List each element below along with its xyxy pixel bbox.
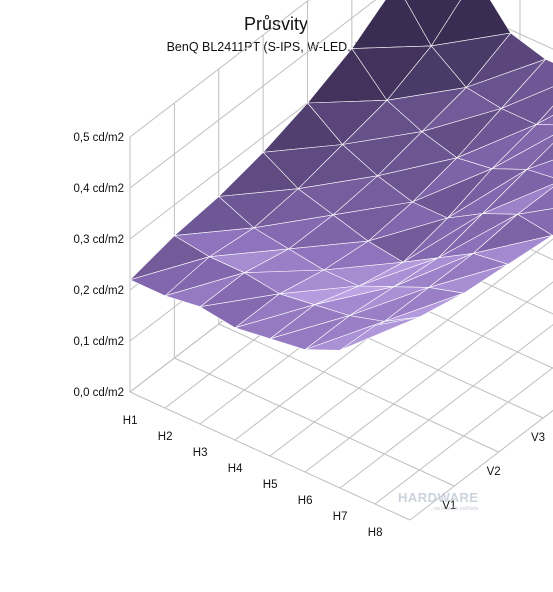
floor-gridline bbox=[409, 409, 553, 521]
chart-subtitle: BenQ BL2411PT (S-IPS, W-LED, 5 ms) bbox=[167, 40, 386, 54]
chart-title: Průsvity bbox=[244, 14, 308, 34]
watermark-tagline: ...na to světe počítače bbox=[430, 506, 479, 512]
surface-facet bbox=[535, 114, 553, 126]
surface-plot bbox=[129, 0, 553, 351]
h-tick-label: H1 bbox=[123, 415, 138, 427]
h-tick-label: H5 bbox=[263, 479, 278, 491]
v-tick-label: V3 bbox=[531, 432, 545, 444]
h-tick-label: H7 bbox=[333, 511, 348, 523]
h-tick-label: H4 bbox=[228, 463, 243, 475]
h-tick-label: H2 bbox=[158, 431, 173, 443]
h-tick-label: H6 bbox=[298, 495, 313, 507]
floor-gridline bbox=[174, 357, 455, 487]
z-gridline bbox=[129, 0, 443, 240]
z-tick-label: 0,4 cd/m2 bbox=[74, 183, 125, 195]
h-tick-label: H8 bbox=[368, 527, 383, 539]
h-axis-tick-labels: H1 H2 H3 H4 H5 H6 H7 H8 bbox=[123, 415, 383, 539]
v-tick-label: V2 bbox=[487, 466, 501, 478]
v-tick-label: V1 bbox=[442, 500, 456, 512]
v-axis-tick-labels: V1V2V3V4V5V6V7V8 bbox=[442, 432, 545, 512]
h-tick-label: H3 bbox=[193, 447, 208, 459]
z-tick-label: 0,3 cd/m2 bbox=[74, 234, 125, 246]
floor-gridline bbox=[129, 391, 411, 521]
surface-facet bbox=[129, 256, 210, 297]
z-gridline bbox=[129, 0, 377, 189]
watermark-logo: HARDWARE ...na to světe počítače bbox=[398, 490, 479, 512]
z-tick-label: 0,2 cd/m2 bbox=[74, 285, 125, 297]
watermark-brand: HARDWARE bbox=[398, 490, 479, 505]
floor-gridline bbox=[218, 323, 499, 453]
surface-facet bbox=[269, 315, 350, 350]
surface-facet bbox=[339, 316, 420, 351]
surface-facet bbox=[234, 304, 315, 340]
z-axis-tick-labels: 0,0 cd/m2 0,1 cd/m2 0,2 cd/m2 0,3 cd/m2 0,4 … bbox=[74, 132, 125, 399]
surface-facet bbox=[199, 293, 280, 329]
z-tick-label: 0,1 cd/m2 bbox=[74, 336, 125, 348]
z-tick-label: 0,0 cd/m2 bbox=[74, 387, 125, 399]
z-tick-label: 0,5 cd/m2 bbox=[74, 132, 125, 144]
surface-facet bbox=[164, 272, 245, 308]
z-gridline bbox=[129, 0, 310, 138]
